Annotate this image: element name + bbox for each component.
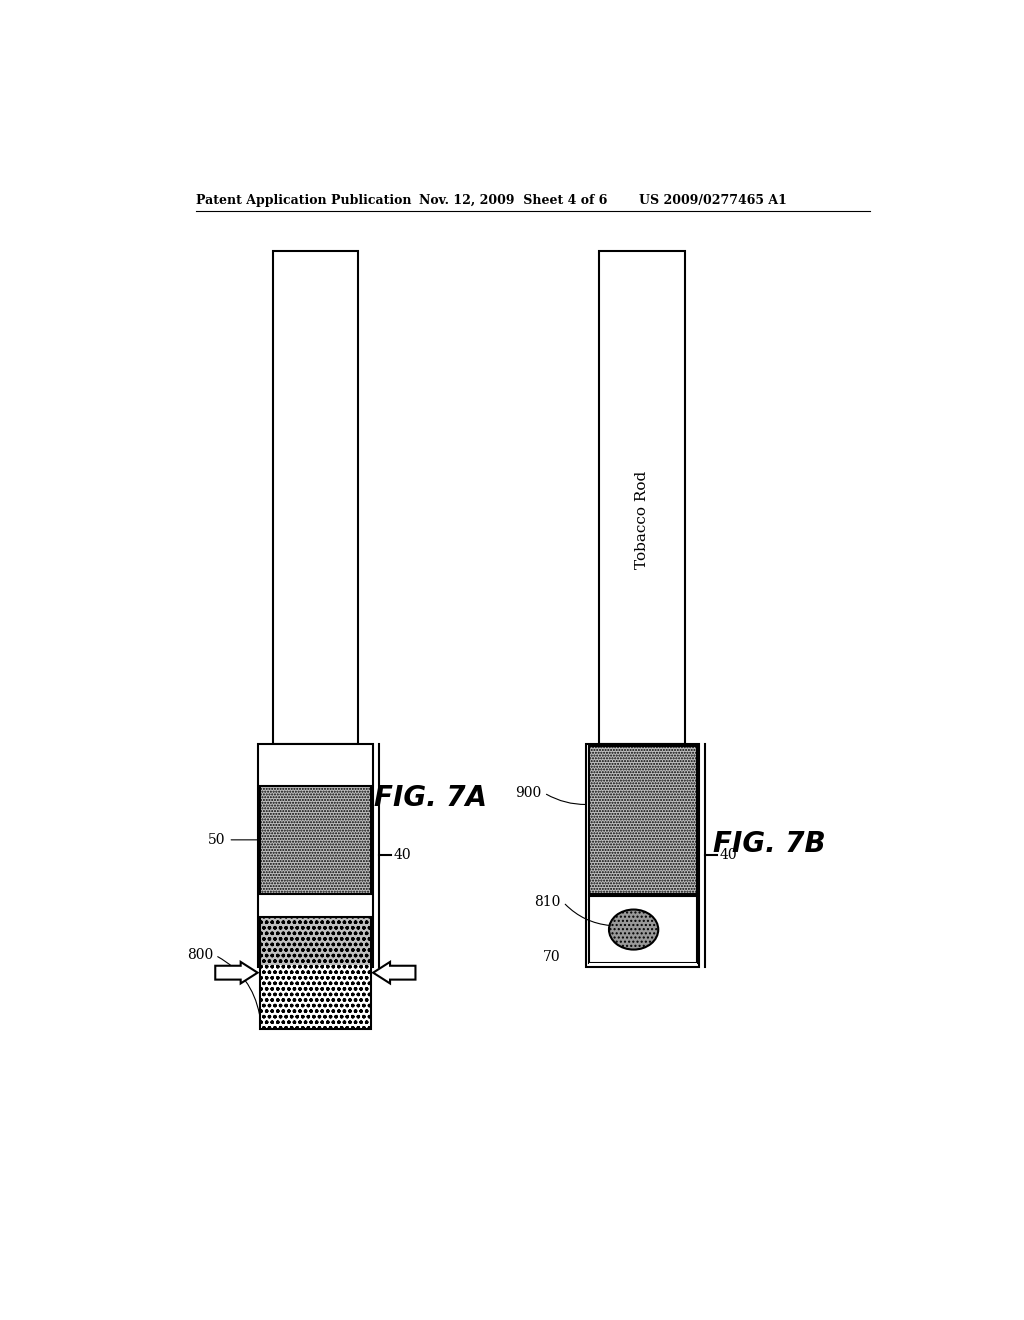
Bar [587,743,698,966]
Text: US 2009/0277465 A1: US 2009/0277465 A1 [639,194,786,207]
Bar [260,965,371,1028]
Text: 810: 810 [535,895,561,909]
Text: Patent Application Publication: Patent Application Publication [196,194,412,207]
Text: 800: 800 [186,948,213,962]
Polygon shape [373,962,416,983]
Text: Nov. 12, 2009  Sheet 4 of 6: Nov. 12, 2009 Sheet 4 of 6 [419,194,607,207]
Text: 70: 70 [544,950,561,964]
Bar [260,785,371,894]
Bar [258,743,373,966]
Bar [273,251,357,743]
Text: FIG. 7B: FIG. 7B [714,830,826,858]
Text: 40: 40 [720,849,737,862]
Text: FIG. 7A: FIG. 7A [375,784,487,812]
Bar [589,964,696,965]
Bar [589,746,696,894]
Text: Tobacco Rod: Tobacco Rod [635,471,649,569]
Bar [589,896,696,964]
Bar [260,917,371,1028]
Bar [260,917,371,1028]
Text: 900: 900 [515,785,542,800]
Ellipse shape [609,909,658,949]
Bar [260,785,371,894]
Polygon shape [215,962,258,983]
Text: 40: 40 [394,849,412,862]
Bar [589,746,696,894]
Bar [599,251,685,743]
Text: 50: 50 [208,833,225,847]
